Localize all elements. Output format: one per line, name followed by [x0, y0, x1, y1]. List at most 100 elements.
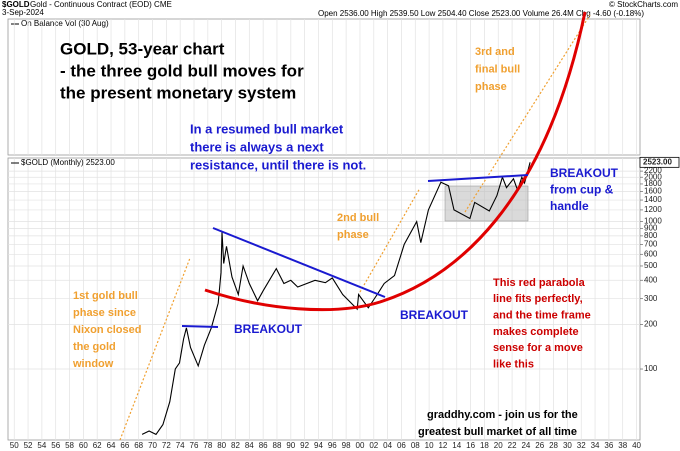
x-tick-label: 26 — [535, 441, 544, 450]
y-tick-label: 1000 — [644, 217, 662, 226]
annotation: graddhy.com - join us for the — [427, 409, 578, 421]
x-tick-label: 10 — [425, 441, 434, 450]
x-tick-label: 32 — [577, 441, 586, 450]
annotation: greatest bull market of all time — [418, 426, 577, 438]
cup-handle-box — [444, 185, 529, 222]
resistance-line — [427, 174, 529, 182]
x-tick-label: 68 — [134, 441, 143, 450]
x-tick-label: 92 — [300, 441, 309, 450]
indicator-panel — [7, 18, 641, 156]
x-tick-label: 24 — [521, 441, 530, 450]
y-tick-label: 300 — [644, 294, 658, 303]
credit: © StockCharts.com — [609, 0, 678, 9]
y-tick-label: 200 — [644, 320, 658, 329]
x-tick-label: 22 — [508, 441, 517, 450]
series-layer: 2523.00 — [141, 156, 680, 436]
annotation: phase — [337, 229, 369, 241]
x-tick-label: 58 — [65, 441, 74, 450]
x-tick-label: 66 — [120, 441, 129, 450]
annotation: GOLD, 53-year chart — [60, 39, 225, 58]
annotation: there is always a next — [190, 139, 324, 154]
price-line — [141, 162, 531, 436]
annotation: BREAKOUT — [550, 166, 619, 180]
resistance-line — [181, 325, 219, 328]
last-value-tag — [639, 156, 680, 168]
x-tick-label: 64 — [107, 441, 116, 450]
x-tick-label: 76 — [190, 441, 199, 450]
y-tick-label: 900 — [644, 223, 658, 232]
date: 3-Sep-2024 — [2, 8, 44, 17]
x-tick-label: 94 — [314, 441, 323, 450]
grid-layer: 50 52 54 56 58 60 62 64 66 68 70 72 74 76 78 80 82 84 86 88… — [8, 19, 662, 450]
annotation: - the three gold bull moves for — [60, 61, 304, 80]
symbol: $GOLD — [2, 0, 30, 9]
x-tick-label: 08 — [411, 441, 420, 450]
x-tick-label: 04 — [383, 441, 392, 450]
resistance-line — [212, 227, 386, 298]
x-tick-label: 60 — [79, 441, 88, 450]
x-tick-label: 90 — [286, 441, 295, 450]
x-tick-label: 28 — [549, 441, 558, 450]
x-tick-label: 84 — [245, 441, 254, 450]
x-tick-label: 52 — [24, 441, 33, 450]
y-tick-label: 1200 — [644, 205, 662, 214]
x-tick-label: 30 — [563, 441, 572, 450]
x-tick-label: 80 — [217, 441, 226, 450]
x-tick-label: 78 — [203, 441, 212, 450]
annotation: 2nd bull — [337, 212, 379, 224]
indicator-label: On Balance Vol (30 Aug) — [21, 19, 109, 28]
annotation: like this — [493, 358, 534, 370]
x-tick-label: 70 — [148, 441, 157, 450]
y-tick-label: 400 — [644, 275, 658, 284]
x-tick-label: 16 — [466, 441, 475, 450]
annotation: final bull — [475, 63, 520, 75]
annotation: In a resumed bull market — [190, 121, 344, 136]
annotation: phase since — [73, 307, 136, 319]
annotation: resistance, until there is not. — [190, 157, 366, 172]
annotation: and the time frame — [493, 310, 591, 322]
x-tick-label: 18 — [480, 441, 489, 450]
quote: Open 2536.00 High 2539.50 Low 2504.40 Cl… — [318, 9, 644, 18]
y-tick-label: 1400 — [644, 195, 662, 204]
y-tick-label: 100 — [644, 364, 658, 373]
x-tick-label: 38 — [618, 441, 627, 450]
x-tick-label: 02 — [369, 441, 378, 450]
y-tick-label: 2000 — [644, 172, 662, 181]
annotation: line fits perfectly, — [493, 293, 583, 305]
annotation: sense for a move — [493, 342, 583, 354]
x-tick-label: 40 — [632, 441, 641, 450]
x-tick-label: 34 — [591, 441, 600, 450]
trend-dotted — [359, 187, 421, 293]
y-tick-label: 2200 — [644, 166, 662, 175]
x-tick-label: 96 — [328, 441, 337, 450]
legend: $GOLD (Monthly) 2523.00 — [21, 158, 115, 167]
y-tick-label: 700 — [644, 240, 658, 249]
x-tick-label: 12 — [438, 441, 447, 450]
trend-dotted — [464, 14, 591, 213]
x-tick-label: 50 — [10, 441, 19, 450]
annotation: handle — [550, 199, 589, 213]
annotation: window — [72, 358, 114, 370]
x-tick-label: 74 — [176, 441, 185, 450]
x-tick-label: 06 — [397, 441, 406, 450]
y-tick-label: 600 — [644, 249, 658, 258]
x-tick-label: 98 — [342, 441, 351, 450]
description: Gold - Continuous Contract (EOD) CME — [30, 0, 172, 9]
x-tick-label: 86 — [259, 441, 268, 450]
trend-dotted — [119, 257, 191, 441]
annotation: the gold — [73, 341, 116, 353]
y-tick-label: 1600 — [644, 187, 662, 196]
y-tick-label: 500 — [644, 261, 658, 270]
x-tick-label: 00 — [356, 441, 365, 450]
x-tick-label: 56 — [51, 441, 60, 450]
x-tick-label: 72 — [162, 441, 171, 450]
x-tick-label: 82 — [231, 441, 240, 450]
annotation: 1st gold bull — [73, 290, 138, 302]
x-tick-label: 62 — [93, 441, 102, 450]
y-tick-label: 800 — [644, 231, 658, 240]
x-tick-label: 20 — [494, 441, 503, 450]
annotation: 3rd and — [475, 46, 515, 58]
annotation: BREAKOUT — [400, 308, 469, 322]
